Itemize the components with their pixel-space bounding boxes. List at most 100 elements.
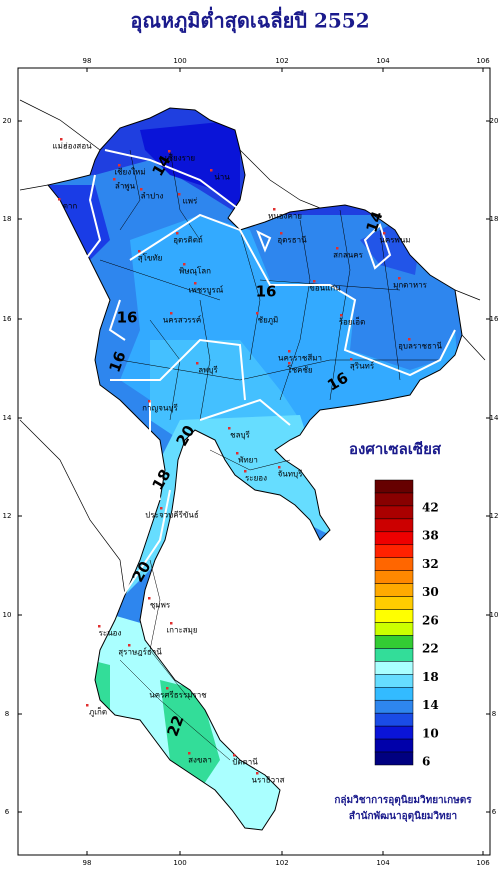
- station: [160, 507, 163, 510]
- legend-label: 32: [422, 557, 439, 571]
- place-name: ประจวบคีรีขันธ์: [145, 510, 199, 520]
- station: [398, 277, 401, 280]
- legend-swatch: [374, 712, 414, 727]
- station: [288, 350, 291, 353]
- station: [86, 704, 89, 707]
- station: [148, 400, 151, 403]
- station: [113, 178, 116, 181]
- lon-label: 98: [83, 57, 92, 65]
- legend-swatch: [374, 622, 414, 636]
- lat-label: 14: [490, 414, 499, 422]
- station: [60, 138, 63, 141]
- station: [166, 687, 169, 690]
- place-name: นครศรีธรรมราช: [149, 691, 207, 700]
- legend-swatch: [374, 570, 414, 584]
- legend-swatch: [374, 751, 414, 766]
- place-name: พัทยา: [238, 456, 258, 465]
- credit-line: สำนักพัฒนาอุตุนิยมวิทยา: [349, 810, 457, 822]
- lon-label: 100: [173, 57, 186, 65]
- legend-swatch: [374, 531, 414, 546]
- legend-swatch: [374, 661, 414, 675]
- place-name: จันทบุรี: [278, 470, 304, 479]
- place-name: นครราชสีมา: [278, 354, 322, 363]
- legend-label: 18: [422, 670, 439, 684]
- legend-label: 22: [422, 642, 439, 656]
- place-name: สงขลา: [188, 756, 212, 765]
- isotherm-lines: [84, 149, 456, 601]
- lon-label: 104: [376, 57, 390, 65]
- lon-label: 102: [275, 859, 288, 867]
- place-name: ชัยภูมิ: [258, 316, 279, 326]
- station: [340, 314, 343, 317]
- legend-label: 14: [422, 698, 439, 712]
- station: [170, 622, 173, 625]
- place-name: ภูเก็ต: [89, 707, 107, 718]
- lat-label: 6: [5, 808, 10, 816]
- place-name: เกาะสมุย: [166, 626, 197, 635]
- place-name: มุกดาหาร: [393, 281, 428, 290]
- place-name: สุโขทัย: [138, 253, 163, 263]
- lon-label: 98: [83, 859, 92, 867]
- place-name: แม่ฮ่องสอน: [52, 142, 92, 151]
- place-name: เพชรบูรณ์: [189, 285, 224, 296]
- place-name: น่าน: [214, 173, 230, 182]
- legend-swatch: [374, 648, 414, 662]
- station: [118, 164, 121, 167]
- station: [148, 597, 151, 600]
- place-name: หนองคาย: [268, 212, 302, 221]
- place-name: ลพบุรี: [198, 366, 218, 375]
- station: [313, 280, 316, 283]
- lat-label: 20: [3, 117, 12, 125]
- legend-label: 38: [422, 529, 439, 543]
- legend-swatch: [374, 596, 414, 610]
- lon-label: 100: [173, 859, 186, 867]
- place-name: นราธิวาส: [251, 776, 284, 785]
- place-name: เชียงราย: [165, 154, 195, 163]
- place-name: นครสวรรค์: [163, 315, 201, 325]
- legend-swatch: [374, 687, 414, 701]
- credit-line: กลุ่มวิชาการอุตุนิยมวิทยาเกษตร: [334, 794, 472, 806]
- contour-value: 16: [117, 309, 138, 327]
- place-name: ลำพูน: [115, 182, 136, 192]
- place-name: ขอนแก่น: [309, 284, 341, 293]
- station: [256, 312, 259, 315]
- place-name: ระนอง: [99, 629, 122, 638]
- place-name: ชลบุรี: [230, 431, 250, 440]
- lat-label: 20: [490, 117, 499, 125]
- lon-label: 106: [476, 57, 490, 65]
- station: [228, 427, 231, 430]
- station: [278, 466, 281, 469]
- legend-swatch: [374, 479, 414, 494]
- lat-label: 18: [3, 215, 12, 223]
- legend: 42 38 32 30 26 22 18 14 10 6: [374, 479, 439, 769]
- station: [188, 752, 191, 755]
- place-name: สุราษฎร์ธานี: [118, 647, 162, 657]
- station: [256, 772, 259, 775]
- station: [350, 358, 353, 361]
- legend-swatch: [374, 609, 414, 623]
- place-name: ลำปาง: [141, 192, 164, 201]
- place-name: ระยอง: [245, 474, 267, 483]
- legend-swatch: [374, 725, 414, 740]
- legend-label: 6: [422, 755, 430, 769]
- legend-swatch: [374, 505, 414, 520]
- place-name: อุบลราชธานี: [398, 342, 442, 351]
- station: [244, 470, 247, 473]
- station: [183, 263, 186, 266]
- place-name: อุดรธานี: [277, 236, 307, 245]
- lat-label: 8: [492, 710, 496, 718]
- station: [168, 150, 171, 153]
- place-name: ตาก: [63, 202, 78, 211]
- station: [194, 282, 197, 285]
- station: [280, 232, 283, 235]
- legend-swatch: [374, 557, 414, 571]
- lat-label: 16: [3, 315, 12, 323]
- station: [178, 193, 181, 196]
- lat-label: 16: [490, 315, 499, 323]
- lat-label: 8: [5, 710, 9, 718]
- legend-label: 26: [422, 613, 439, 627]
- station: [273, 208, 276, 211]
- station: [210, 169, 213, 172]
